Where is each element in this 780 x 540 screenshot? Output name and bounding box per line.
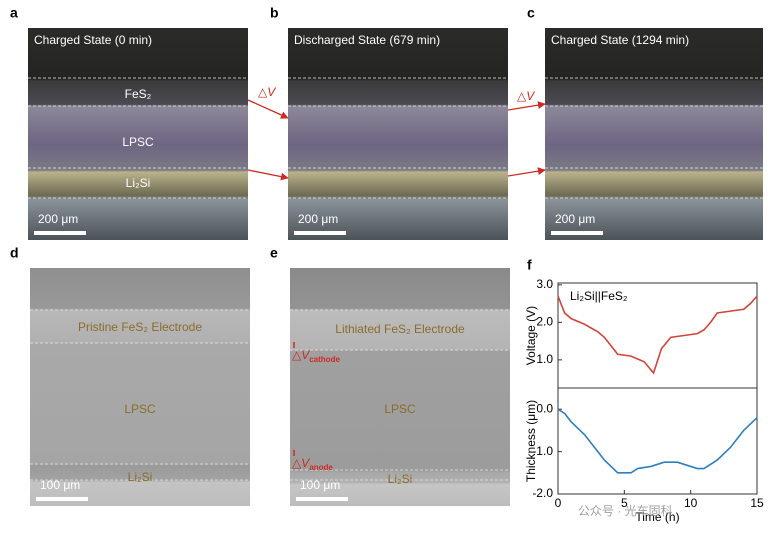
panel-letter: e bbox=[270, 245, 278, 261]
data-line bbox=[557, 295, 758, 375]
watermark: 公众号 · 光车固科 bbox=[578, 503, 673, 518]
scale-bar bbox=[296, 497, 348, 501]
y-tick-label: 3.0 bbox=[536, 277, 553, 291]
scale-bar bbox=[34, 231, 86, 235]
scale-bar-label: 100 μm bbox=[40, 478, 80, 492]
panel-letter: f bbox=[527, 257, 532, 273]
layer-label: Li₂Si bbox=[128, 470, 153, 484]
scale-bar-label: 200 μm bbox=[555, 212, 595, 226]
y-tick-label: 1.0 bbox=[536, 352, 553, 366]
scale-bar bbox=[294, 231, 346, 235]
x-tick-label: 10 bbox=[684, 496, 698, 510]
panel-letter: a bbox=[10, 5, 18, 21]
x-tick-label: 15 bbox=[750, 496, 764, 510]
y-tick-label: -1.0 bbox=[532, 444, 553, 458]
link-arrow bbox=[247, 99, 289, 119]
scale-bar-label: 200 μm bbox=[298, 212, 338, 226]
y-tick-label: 2.0 bbox=[536, 315, 553, 329]
delta-subscript: cathode bbox=[309, 355, 340, 364]
arrow-label: △V bbox=[258, 85, 276, 99]
layer-label: Lithiated FeS₂ Electrode bbox=[335, 322, 465, 336]
scale-bar bbox=[551, 231, 603, 235]
panel-caption: Charged State (0 min) bbox=[34, 33, 152, 47]
scale-bar-label: 200 μm bbox=[38, 212, 78, 226]
layer-label: FeS₂ bbox=[125, 87, 152, 101]
panel-caption: Discharged State (679 min) bbox=[294, 33, 440, 47]
plot-frame bbox=[557, 387, 758, 495]
chart-annotation: Li₂Si||FeS₂ bbox=[570, 289, 628, 303]
layer-label: Pristine FeS₂ Electrode bbox=[78, 320, 202, 334]
arrow-label: △V bbox=[517, 89, 535, 103]
panel-caption: Charged State (1294 min) bbox=[551, 33, 689, 47]
layer-label: LPSC bbox=[124, 402, 156, 416]
y-tick-label: 0.0 bbox=[536, 401, 553, 415]
layer-label: Li₂Si bbox=[126, 176, 151, 190]
y-axis-label: Voltage (V) bbox=[524, 306, 538, 365]
sem-image bbox=[290, 268, 510, 506]
link-arrow bbox=[507, 167, 546, 177]
panel-letter: c bbox=[527, 5, 535, 21]
micrograph bbox=[28, 28, 248, 240]
delta-label: △Vanode bbox=[292, 456, 333, 472]
panel-letter: d bbox=[10, 245, 19, 261]
x-axis-label: Time (h) bbox=[635, 510, 679, 524]
delta-symbol: △V bbox=[292, 348, 310, 362]
panel-letter: b bbox=[270, 5, 279, 21]
x-tick-label: 0 bbox=[555, 496, 562, 510]
layer-label: LPSC bbox=[384, 402, 416, 416]
data-line bbox=[557, 408, 758, 474]
micrograph bbox=[545, 28, 763, 240]
link-arrow bbox=[507, 101, 546, 111]
y-axis-label: Thickness (μm) bbox=[524, 400, 538, 482]
scale-bar-label: 100 μm bbox=[300, 478, 340, 492]
layer-label: LPSC bbox=[122, 135, 154, 149]
delta-symbol: △V bbox=[292, 456, 310, 470]
delta-subscript: anode bbox=[309, 463, 333, 472]
link-arrow bbox=[247, 169, 289, 181]
layer-label: Li₂Si bbox=[388, 472, 413, 486]
micrograph bbox=[288, 28, 508, 240]
sem-image bbox=[30, 268, 250, 506]
scale-bar bbox=[36, 497, 88, 501]
delta-label: △Vcathode bbox=[292, 348, 340, 364]
x-tick-label: 5 bbox=[621, 496, 628, 510]
y-tick-label: -2.0 bbox=[532, 486, 553, 500]
